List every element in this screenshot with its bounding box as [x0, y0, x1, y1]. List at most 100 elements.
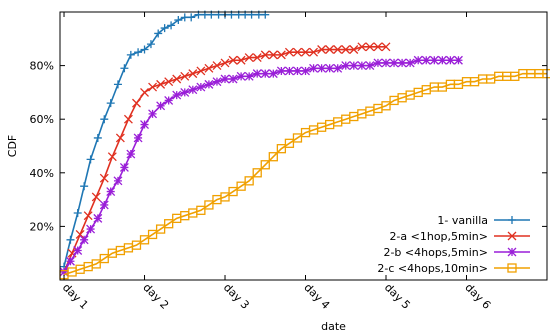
data-point — [236, 71, 246, 81]
data-point — [292, 133, 303, 143]
data-point — [276, 144, 287, 154]
data-point — [133, 133, 143, 143]
data-point — [268, 50, 278, 60]
data-point — [172, 74, 182, 84]
data-point — [126, 50, 135, 59]
data-point — [140, 45, 149, 54]
data-point — [188, 69, 198, 79]
data-point — [155, 224, 166, 234]
data-point — [284, 138, 295, 148]
data-point — [100, 115, 109, 124]
data-point — [66, 256, 75, 266]
data-point — [252, 53, 262, 63]
data-point — [107, 152, 117, 162]
series-line — [63, 72, 547, 276]
data-point — [79, 235, 89, 245]
data-point — [115, 133, 125, 143]
data-point — [148, 109, 158, 119]
data-point — [196, 66, 206, 76]
data-point — [164, 77, 174, 87]
legend-entry: 2-a <1hop,5min> — [389, 230, 530, 243]
data-point — [333, 63, 343, 73]
data-point — [301, 47, 310, 57]
data-point — [93, 213, 103, 223]
data-point — [236, 181, 246, 191]
data-point — [164, 219, 174, 229]
y-axis-label: CDF — [6, 135, 19, 157]
data-point — [99, 253, 109, 264]
data-point — [309, 47, 319, 57]
data-point — [86, 155, 95, 164]
data-point — [83, 211, 93, 221]
data-point — [317, 63, 327, 73]
series-3 — [59, 55, 463, 277]
data-point — [147, 229, 158, 240]
data-point — [212, 77, 222, 87]
data-point — [349, 61, 359, 71]
data-point — [123, 114, 133, 124]
data-point — [131, 240, 142, 250]
legend-label: 2-b <4hops,5min> — [383, 246, 488, 259]
data-point — [187, 13, 196, 22]
data-point — [365, 61, 375, 71]
plot-frame — [59, 11, 548, 281]
y-tick-label: 20% — [30, 220, 54, 233]
y-axis: 20% 40% 60% 80% — [30, 60, 547, 233]
data-point — [244, 71, 254, 81]
data-point — [381, 101, 391, 111]
data-point — [174, 16, 183, 25]
y-tick-label: 80% — [30, 60, 54, 73]
data-point — [220, 58, 230, 68]
data-point — [268, 152, 278, 162]
data-point — [106, 99, 115, 108]
data-point — [59, 267, 69, 277]
data-point — [160, 24, 169, 33]
series-4 — [59, 68, 550, 280]
data-point — [140, 87, 149, 97]
data-point — [167, 21, 176, 30]
data-point — [381, 42, 391, 52]
data-point — [252, 168, 262, 178]
data-point — [75, 229, 85, 239]
x-tick-label: day 1 — [60, 281, 91, 312]
x-tick-label: day 2 — [140, 281, 171, 312]
data-point — [349, 45, 359, 54]
data-point — [293, 47, 302, 57]
data-point — [445, 55, 455, 65]
data-point — [421, 55, 431, 65]
data-point — [132, 98, 141, 108]
data-point — [357, 61, 367, 71]
data-point — [113, 176, 123, 186]
data-point — [204, 63, 214, 73]
y-tick-label: 60% — [30, 113, 54, 126]
data-point — [73, 246, 83, 255]
data-point — [188, 85, 198, 95]
data-point — [86, 224, 96, 234]
data-point — [120, 64, 129, 73]
data-point — [365, 42, 375, 52]
legend-entry: 2-c <4hops,10min> — [377, 262, 530, 275]
data-point — [437, 55, 447, 65]
data-point — [73, 209, 82, 217]
data-point — [284, 66, 294, 76]
data-point — [397, 58, 407, 68]
data-point — [268, 69, 278, 79]
data-point — [389, 58, 399, 68]
x-tick-label: day 6 — [462, 281, 493, 312]
x-axis-label: date — [321, 320, 346, 333]
data-point — [373, 58, 383, 68]
data-point — [204, 200, 214, 210]
data-point — [260, 69, 270, 79]
legend-label: 1- vanilla — [437, 214, 488, 227]
data-point — [309, 63, 319, 73]
data-point — [140, 120, 149, 130]
data-point — [341, 61, 351, 71]
legend-label: 2-c <4hops,10min> — [377, 262, 488, 275]
data-point — [164, 95, 174, 105]
data-point — [228, 186, 238, 197]
data-point — [453, 55, 463, 65]
data-point — [154, 29, 163, 38]
data-point — [126, 149, 136, 159]
legend-marker — [507, 263, 517, 273]
